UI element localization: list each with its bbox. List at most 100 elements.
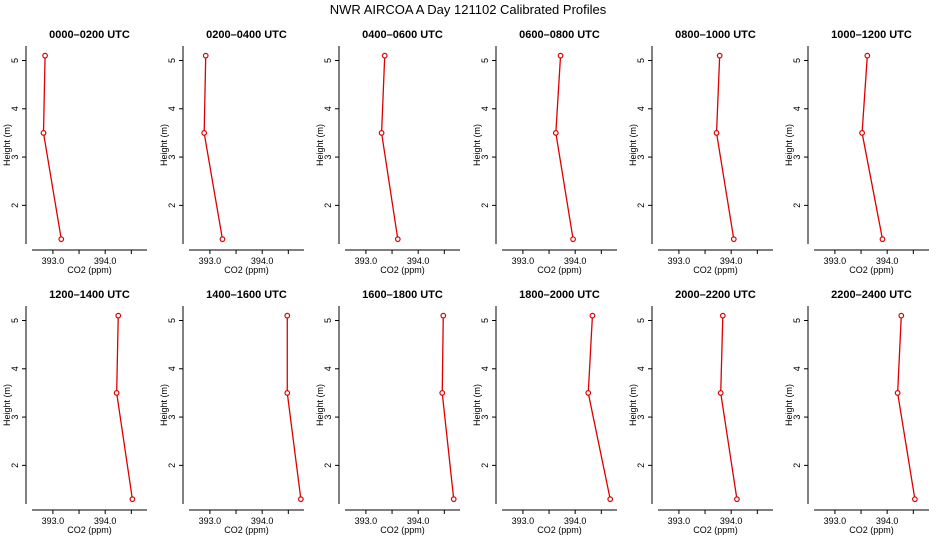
x-tick-label: 394.0 [876,256,899,266]
profile-point [898,312,905,319]
y-tick-label: 2 [480,203,490,208]
x-tick-label: 394.0 [251,256,274,266]
panel-title: 0800–1000 UTC [675,29,756,41]
x-axis-label: CO2 (ppm) [224,265,269,275]
profile-point [58,236,65,243]
y-tick-label: 5 [10,318,20,323]
y-tick-label: 5 [323,318,333,323]
panel-title: 1000–1200 UTC [831,29,912,41]
y-tick-label: 2 [10,463,20,468]
x-tick-label: 393.0 [42,516,65,526]
y-tick-label: 2 [167,203,177,208]
y-axis-label: Height (m) [784,124,794,166]
panel-title: 0400–0600 UTC [362,29,443,41]
y-axis-label: Height (m) [472,124,482,166]
y-tick-label: 3 [323,155,333,160]
profile-line [587,315,611,500]
profile-point [202,52,209,59]
x-tick-label: 394.0 [564,256,587,266]
panel-title: 2200–2400 UTC [831,289,912,301]
y-tick-label: 5 [167,318,177,323]
panel-title: 0600–0800 UTC [519,29,600,41]
profile-point [716,52,723,59]
y-tick-label: 4 [480,106,490,111]
figure-title: NWR AIRCOA A Day 121102 Calibrated Profi… [330,2,607,17]
profile-point [219,236,226,243]
x-tick-label: 394.0 [720,516,743,526]
profile-point [730,236,737,243]
profile-point [113,390,120,396]
profile-point [585,390,592,396]
y-tick-label: 4 [792,106,802,111]
y-tick-label: 5 [167,58,177,63]
x-tick-label: 393.0 [355,256,378,266]
y-tick-label: 3 [792,415,802,420]
x-tick-label: 393.0 [824,256,847,266]
x-axis-label: CO2 (ppm) [380,525,425,535]
y-tick-label: 2 [636,463,646,468]
x-axis-label: CO2 (ppm) [537,525,582,535]
x-tick-label: 393.0 [512,516,535,526]
profile-line [203,55,224,240]
y-tick-label: 3 [636,415,646,420]
y-tick-label: 5 [636,58,646,63]
y-tick-label: 4 [792,366,802,371]
profile-point [297,496,304,503]
profile-line [555,55,574,240]
profile-point [859,130,865,136]
y-tick-label: 3 [10,415,20,420]
y-tick-label: 4 [636,366,646,371]
y-tick-label: 4 [167,106,177,111]
y-tick-label: 4 [10,106,20,111]
y-tick-label: 2 [792,463,802,468]
x-tick-label: 394.0 [564,516,587,526]
y-axis-label: Height (m) [159,384,169,426]
profile-line [720,315,738,500]
y-tick-label: 3 [167,155,177,160]
x-tick-label: 394.0 [720,256,743,266]
profile-point [557,52,564,59]
profile-point [911,496,918,503]
profile-line [715,55,735,240]
y-tick-label: 4 [323,106,333,111]
profile-line [286,315,302,500]
profile-line [42,55,62,240]
profile-point [570,236,576,243]
x-axis-label: CO2 (ppm) [67,525,112,535]
panel-title: 2000–2200 UTC [675,289,756,301]
x-axis-label: CO2 (ppm) [693,265,738,275]
y-axis-label: Height (m) [628,124,638,166]
x-tick-label: 394.0 [251,516,274,526]
profile-line [896,315,916,500]
x-tick-label: 393.0 [355,516,378,526]
x-tick-label: 393.0 [668,516,691,526]
y-tick-label: 4 [10,366,20,371]
profile-point [734,496,740,503]
panel-title: 0000–0200 UTC [49,29,130,41]
panel-title: 1200–1400 UTC [49,289,130,301]
x-tick-label: 394.0 [94,256,117,266]
profile-point [284,390,291,396]
profile-line [116,315,134,500]
y-tick-label: 3 [636,155,646,160]
profile-point [450,496,457,503]
y-tick-label: 5 [480,318,490,323]
x-tick-label: 393.0 [824,516,847,526]
y-tick-label: 2 [480,463,490,468]
profile-point [381,52,388,59]
y-tick-label: 5 [480,58,490,63]
y-axis-label: Height (m) [315,384,325,426]
x-tick-label: 394.0 [876,516,899,526]
y-axis-label: Height (m) [628,384,638,426]
profile-point [717,390,724,396]
